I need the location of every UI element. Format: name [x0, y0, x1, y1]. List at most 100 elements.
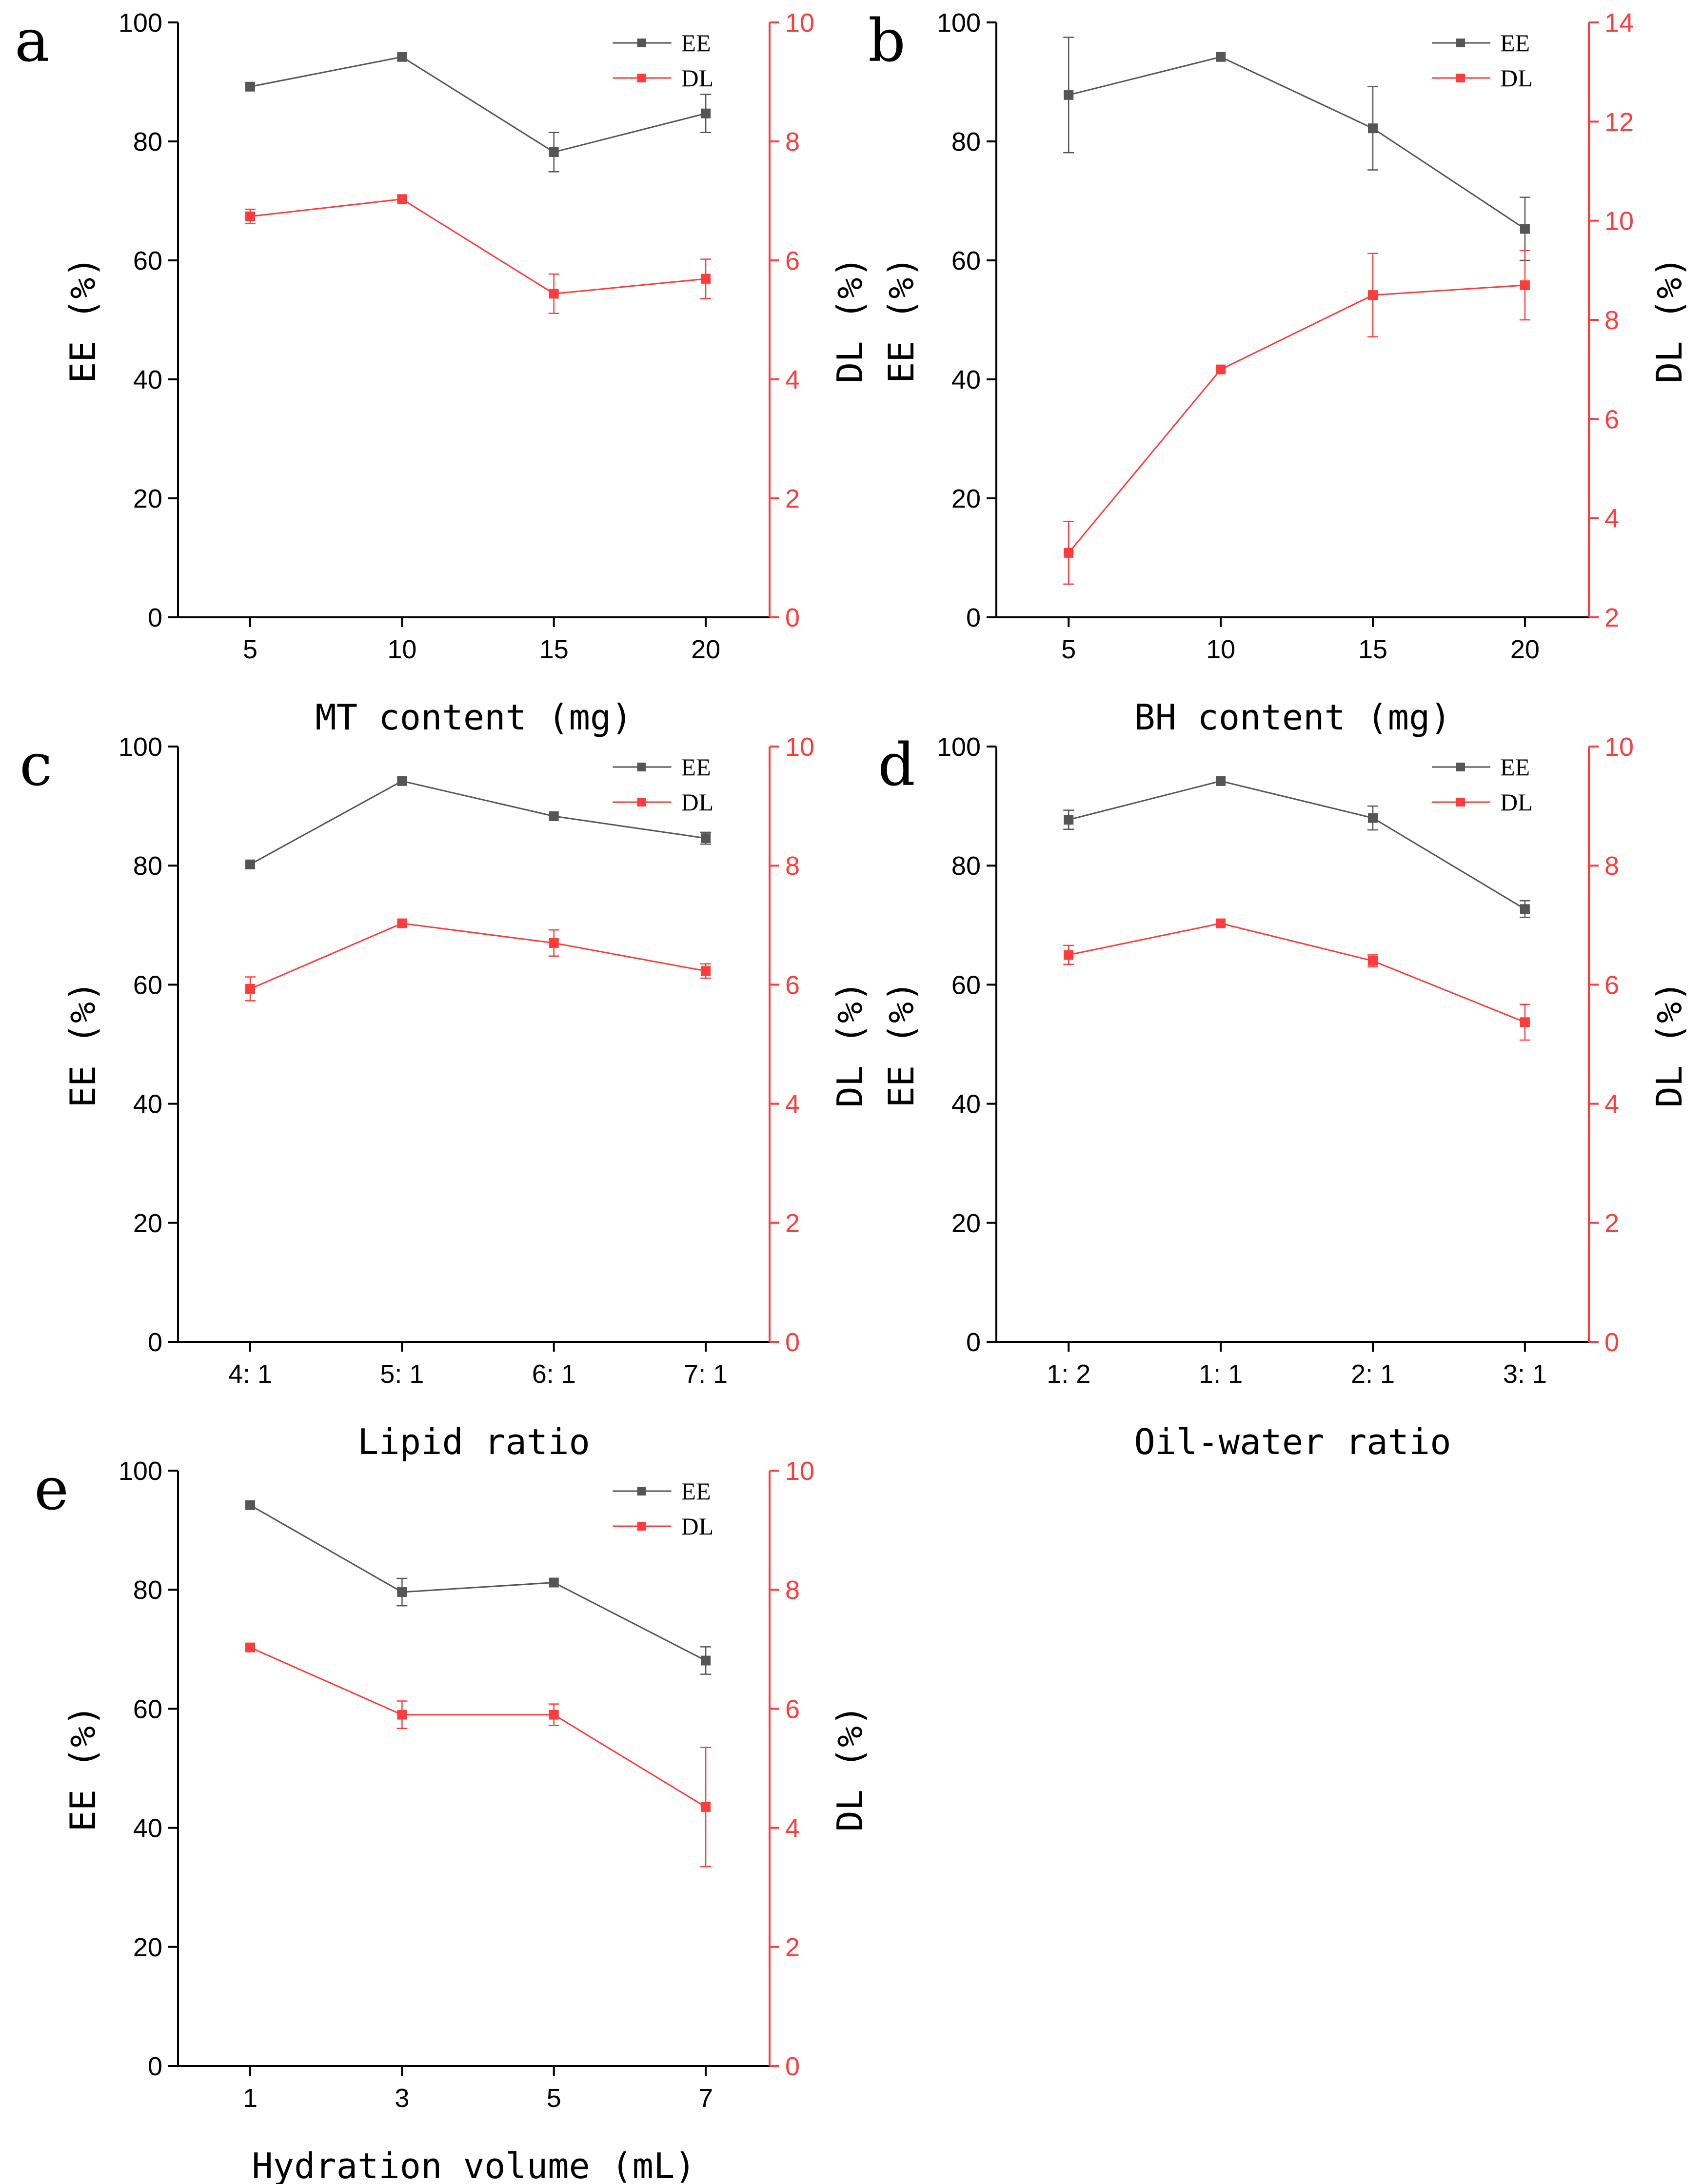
right-axis-title: DL (%) [830, 981, 871, 1107]
data-point-ee [1216, 776, 1226, 786]
panel-b: b 0 20 40 60 80 100 2 4 6 8 10 12 14 5 10 15 20 BH content… [868, 7, 1690, 738]
legend-label-ee: EE [681, 29, 711, 57]
left-axis-title: EE (%) [881, 981, 922, 1107]
left-tick-label: 0 [148, 1328, 162, 1357]
data-point-ee [1368, 813, 1378, 823]
data-point-dl [397, 918, 407, 928]
legend-label-ee: EE [1500, 29, 1530, 57]
right-tick-label: 4 [785, 365, 800, 394]
left-tick-label: 60 [133, 970, 162, 1000]
right-axis-title: DL (%) [1649, 981, 1690, 1107]
x-tick-label: 10 [1206, 635, 1235, 664]
x-tick-label: 5 [547, 2084, 561, 2113]
right-tick-label: 8 [785, 851, 800, 881]
left-tick-label: 40 [951, 365, 981, 394]
left-tick-label: 80 [133, 851, 162, 881]
data-point-dl [1216, 918, 1226, 928]
legend-label-ee: EE [1500, 753, 1530, 781]
left-tick-label: 40 [133, 365, 162, 394]
left-tick-label: 40 [133, 1814, 162, 1843]
left-tick-label: 80 [133, 127, 162, 157]
data-point-dl [245, 1642, 255, 1653]
legend-label-ee: EE [681, 1477, 711, 1505]
legend-marker-dl [637, 74, 646, 82]
right-tick-label: 10 [785, 732, 814, 762]
right-tick-label: 10 [785, 8, 814, 38]
series-line-ee [1068, 56, 1525, 230]
left-tick-label: 40 [133, 1090, 162, 1119]
left-tick-label: 80 [951, 851, 981, 881]
data-point-ee [701, 1655, 711, 1666]
series-line-ee [250, 56, 706, 153]
right-tick-label: 4 [1604, 1090, 1619, 1119]
data-point-ee [1216, 52, 1226, 62]
series-line-ee [1068, 780, 1525, 910]
right-tick-label: 6 [785, 1694, 800, 1724]
panel-letter: b [868, 7, 906, 75]
data-point-dl [245, 984, 255, 994]
right-tick-label: 0 [785, 1328, 800, 1357]
panel-a: a 0 20 40 60 80 100 0 2 4 6 8 10 5 10 15 20 MT content (m… [15, 7, 871, 738]
data-point-dl [701, 966, 711, 976]
panel-c: c 0 20 40 60 80 100 0 2 4 6 8 10 4: 1 5: 1 6: 1 7: 1 Lipi… [20, 731, 871, 1462]
left-tick-label: 20 [133, 1933, 162, 1962]
data-point-dl [1368, 956, 1378, 966]
left-tick-label: 0 [966, 1328, 981, 1357]
right-tick-label: 10 [1604, 207, 1634, 236]
legend-marker-dl [637, 1522, 646, 1531]
legend-label-dl: DL [681, 1513, 714, 1540]
x-tick-label: 6: 1 [532, 1359, 576, 1389]
data-point-dl [1216, 364, 1226, 374]
x-axis-title: BH content (mg) [1134, 697, 1451, 738]
data-point-ee [245, 859, 255, 869]
data-point-dl [1064, 548, 1074, 558]
x-axis-title: Hydration volume (mL) [252, 2145, 695, 2184]
data-point-ee [397, 776, 407, 786]
legend-marker-ee [1456, 39, 1465, 47]
right-tick-label: 8 [785, 1575, 800, 1605]
x-tick-label: 7: 1 [684, 1359, 728, 1389]
right-tick-label: 4 [785, 1090, 800, 1119]
right-tick-label: 6 [1604, 970, 1619, 1000]
right-tick-label: 8 [1604, 306, 1619, 335]
left-tick-label: 80 [951, 127, 981, 157]
legend-label-dl: DL [681, 788, 714, 816]
legend-marker-dl [637, 798, 646, 807]
x-axis-title: Lipid ratio [357, 1421, 590, 1462]
legend-marker-ee [1456, 763, 1465, 771]
left-tick-label: 0 [148, 2052, 162, 2081]
legend-label-dl: DL [681, 64, 714, 92]
right-axis-title: DL (%) [830, 1705, 871, 1831]
panel-e: e 0 20 40 60 80 100 0 2 4 6 8 10 1 3 5 7 Hydration volume… [34, 1456, 871, 2184]
left-tick-label: 20 [133, 1209, 162, 1238]
left-tick-label: 0 [966, 603, 981, 632]
legend-marker-dl [1456, 798, 1465, 807]
data-point-dl [701, 1802, 711, 1812]
right-tick-label: 2 [785, 1209, 800, 1238]
data-point-ee [1064, 90, 1074, 100]
left-tick-label: 80 [133, 1575, 162, 1605]
x-tick-label: 5 [243, 635, 257, 664]
right-tick-label: 0 [785, 603, 800, 632]
x-tick-label: 7 [698, 2084, 713, 2113]
left-tick-label: 60 [133, 1694, 162, 1724]
data-point-ee [397, 1587, 407, 1597]
left-tick-label: 100 [937, 732, 981, 762]
x-tick-label: 3 [395, 2084, 409, 2113]
left-tick-label: 60 [951, 246, 981, 275]
data-point-ee [245, 1500, 255, 1510]
right-tick-label: 6 [1604, 405, 1619, 434]
right-axis-title: DL (%) [830, 256, 871, 383]
data-point-dl [1064, 950, 1074, 960]
legend-marker-dl [1456, 74, 1465, 82]
data-point-ee [701, 108, 711, 118]
panel-letter: c [20, 731, 52, 799]
legend-marker-ee [637, 763, 646, 771]
series-line-ee [250, 1504, 706, 1661]
data-point-dl [549, 938, 559, 948]
right-tick-label: 2 [785, 1933, 800, 1962]
x-axis-title: Oil-water ratio [1134, 1421, 1451, 1462]
panel-letter: a [15, 7, 50, 75]
x-tick-label: 20 [1510, 635, 1540, 664]
